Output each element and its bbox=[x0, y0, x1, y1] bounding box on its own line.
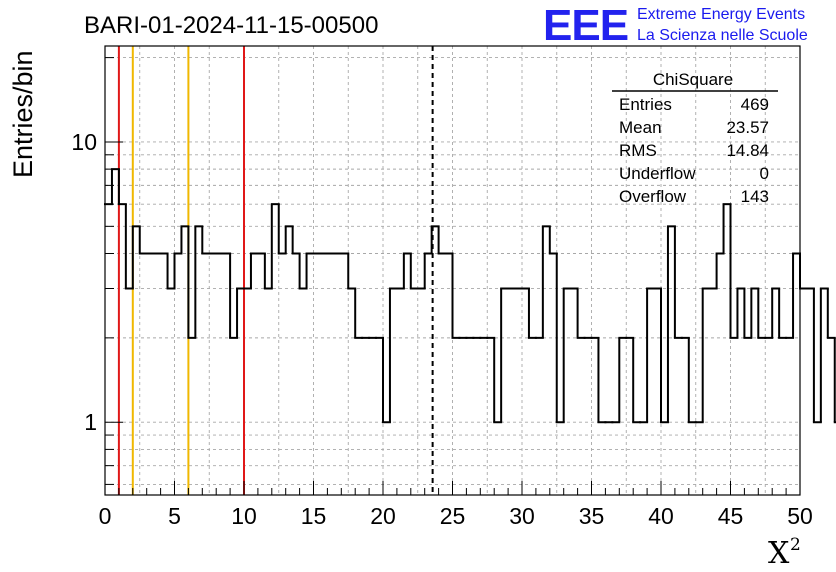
eee-logo: EEE Extreme Energy Events La Scienza nel… bbox=[543, 1, 808, 50]
y-tick-label: 10 bbox=[71, 129, 97, 155]
x-tick-label: 0 bbox=[99, 503, 112, 529]
eee-logo-text: EEE bbox=[543, 1, 628, 50]
stats-row-value: 143 bbox=[741, 187, 769, 206]
x-axis-label-group: X 2 bbox=[768, 535, 801, 571]
stats-row-value: 0 bbox=[760, 164, 769, 183]
stats-row-label: RMS bbox=[619, 141, 657, 160]
vertical-markers bbox=[117, 46, 434, 495]
x-axis-label-superscript: 2 bbox=[790, 535, 801, 555]
eee-logo-line1: Extreme Energy Events bbox=[637, 6, 805, 23]
stats-box-rows: Entries 469 Mean 23.57 RMS 14.84 Underflow 0 Ove… bbox=[619, 95, 769, 206]
x-tick-label: 50 bbox=[787, 503, 813, 529]
stats-box-title: ChiSquare bbox=[653, 70, 733, 89]
x-tick-label: 5 bbox=[168, 503, 181, 529]
histogram-series bbox=[104, 168, 836, 424]
x-tick-label: 20 bbox=[370, 503, 396, 529]
x-tick-label: 35 bbox=[579, 503, 605, 529]
y-axis-label: Entries/bin bbox=[8, 50, 38, 178]
stats-row-value: 23.57 bbox=[726, 118, 769, 137]
axes bbox=[104, 45, 801, 496]
x-tick-label: 25 bbox=[440, 503, 466, 529]
y-tick-labels: 1 10 bbox=[71, 129, 97, 435]
stats-row-label: Underflow bbox=[619, 164, 696, 183]
stats-box: ChiSquare Entries 469 Mean 23.57 RMS 14.84 Und… bbox=[612, 70, 778, 206]
x-tick-label: 40 bbox=[648, 503, 674, 529]
stats-row-value: 14.84 bbox=[726, 141, 769, 160]
stats-row-value: 469 bbox=[741, 95, 769, 114]
x-tick-labels: 0 5 10 15 20 25 30 35 40 45 50 bbox=[99, 503, 813, 529]
eee-logo-line2: La Scienza nelle Scuole bbox=[637, 27, 808, 44]
x-tick-label: 10 bbox=[231, 503, 257, 529]
x-tick-label: 45 bbox=[718, 503, 744, 529]
x-axis-label: X bbox=[768, 536, 790, 571]
stats-row-label: Entries bbox=[619, 95, 672, 114]
x-tick-label: 15 bbox=[301, 503, 327, 529]
stats-row-label: Mean bbox=[619, 118, 662, 137]
x-tick-label: 30 bbox=[509, 503, 535, 529]
chart-title: BARI-01-2024-11-15-00500 bbox=[84, 12, 378, 39]
stats-row-label: Overflow bbox=[619, 187, 687, 206]
y-tick-label: 1 bbox=[84, 409, 97, 435]
